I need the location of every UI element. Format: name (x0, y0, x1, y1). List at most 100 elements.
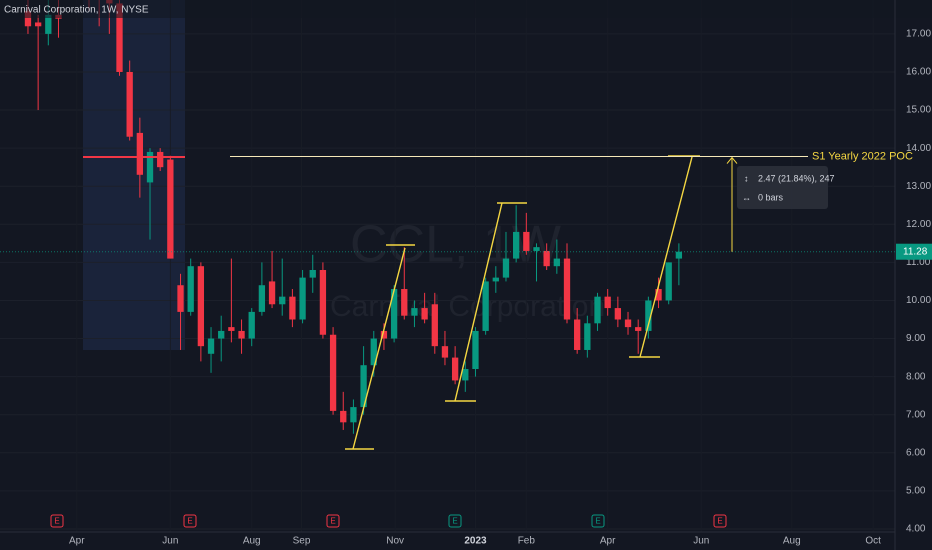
candle-body (451, 357, 459, 381)
candle-body (197, 266, 205, 347)
x-tick-label: Jun (693, 536, 709, 547)
x-tick-label: Apr (600, 536, 616, 547)
candle-body (207, 338, 215, 354)
candle-body (329, 334, 337, 411)
candle-body (401, 289, 408, 316)
x-tick-label: Aug (243, 536, 261, 547)
candle-body (319, 269, 327, 335)
candle-body (390, 289, 398, 339)
candle-body (614, 308, 622, 320)
y-tick-label: 9.00 (906, 333, 926, 344)
measure-icon: ↕ (744, 173, 749, 183)
candle-body (370, 338, 377, 366)
candle-body (279, 296, 286, 305)
earnings-label: E (452, 517, 457, 526)
earnings-label: E (187, 517, 192, 526)
x-tick-label: 2023 (464, 536, 487, 547)
candle-body (126, 71, 133, 137)
candle-body (431, 304, 438, 347)
y-tick-label: 14.00 (906, 143, 931, 154)
candle-body (258, 285, 266, 312)
y-tick-label: 11.00 (906, 257, 931, 268)
candle-body (146, 151, 154, 183)
candle-body (136, 132, 143, 175)
candle-body (268, 281, 276, 305)
earnings-label: E (595, 517, 600, 526)
y-tick-label: 12.00 (906, 219, 931, 230)
candle-body (594, 296, 601, 324)
x-tick-label: Jun (162, 536, 178, 547)
candle-body (635, 327, 642, 331)
y-tick-label: 13.00 (906, 181, 931, 192)
y-tick-label: 16.00 (906, 67, 931, 78)
last-price-label: 11.28 (903, 246, 928, 257)
candle-body (187, 266, 194, 312)
candle-body (157, 151, 164, 168)
y-tick-label: 4.00 (906, 524, 926, 535)
x-tick-label: Sep (293, 536, 311, 547)
x-tick-label: Apr (69, 536, 85, 547)
candle-body (665, 262, 672, 301)
candle-body (584, 323, 591, 350)
header-bg (0, 0, 932, 18)
measure-tooltip (737, 166, 828, 209)
candle-body (523, 231, 530, 251)
candle-body (228, 327, 235, 331)
candle-body (421, 308, 428, 320)
y-tick-label: 8.00 (906, 371, 926, 382)
last-price-badge (896, 243, 932, 260)
candle-body (24, 11, 32, 27)
candle-body (502, 258, 510, 278)
candle-body (177, 285, 184, 312)
x-tick-label: Oct (865, 536, 881, 547)
candle-body (472, 330, 479, 370)
candle-body (574, 319, 581, 350)
earnings-label: E (717, 517, 722, 526)
candle-body (543, 250, 550, 267)
earnings-marker (591, 514, 605, 528)
y-tick-label: 10.00 (906, 295, 931, 306)
candle-body (492, 277, 499, 282)
measure-arrowhead (726, 156, 738, 164)
candle-body (380, 330, 388, 339)
x-tick-label: Nov (386, 536, 404, 547)
candle-body (441, 346, 449, 358)
candle-body (34, 22, 42, 27)
candle-body (462, 369, 469, 381)
candle-body (553, 258, 560, 267)
earnings-label: E (330, 517, 335, 526)
candle-body (299, 277, 306, 320)
candle-body (45, 14, 52, 34)
y-tick-label: 15.00 (906, 105, 931, 116)
candle-body (350, 407, 357, 423)
watermark-subtitle: Carnival Corporation (330, 290, 605, 323)
candle-body (512, 231, 520, 259)
earnings-label: E (54, 517, 59, 526)
y-tick-label: 17.00 (906, 29, 931, 40)
candle-body (604, 296, 611, 309)
candle-body (360, 365, 367, 408)
measure-bars: 0 bars (758, 192, 784, 202)
y-tick-label: 5.00 (906, 486, 926, 497)
candle-body (340, 410, 347, 423)
candle-body (655, 289, 662, 301)
candle-body (645, 300, 652, 331)
earnings-marker (50, 514, 64, 528)
candle-body (167, 159, 174, 259)
candle-body (533, 247, 540, 251)
level-label: S1 Yearly 2022 POC (812, 150, 913, 162)
y-tick-label: 6.00 (906, 447, 926, 458)
candle-body (248, 311, 255, 339)
x-tick-label: Feb (518, 536, 536, 547)
candle-body (563, 258, 571, 320)
candle-body (624, 319, 632, 328)
drawings (345, 155, 700, 450)
candle-body (309, 269, 316, 278)
earnings-marker (713, 514, 727, 528)
candle-body (289, 296, 296, 320)
candle-body (218, 330, 225, 339)
candle-body (116, 3, 123, 72)
measure-icon: ↔ (742, 192, 751, 202)
candle-body (238, 330, 245, 339)
